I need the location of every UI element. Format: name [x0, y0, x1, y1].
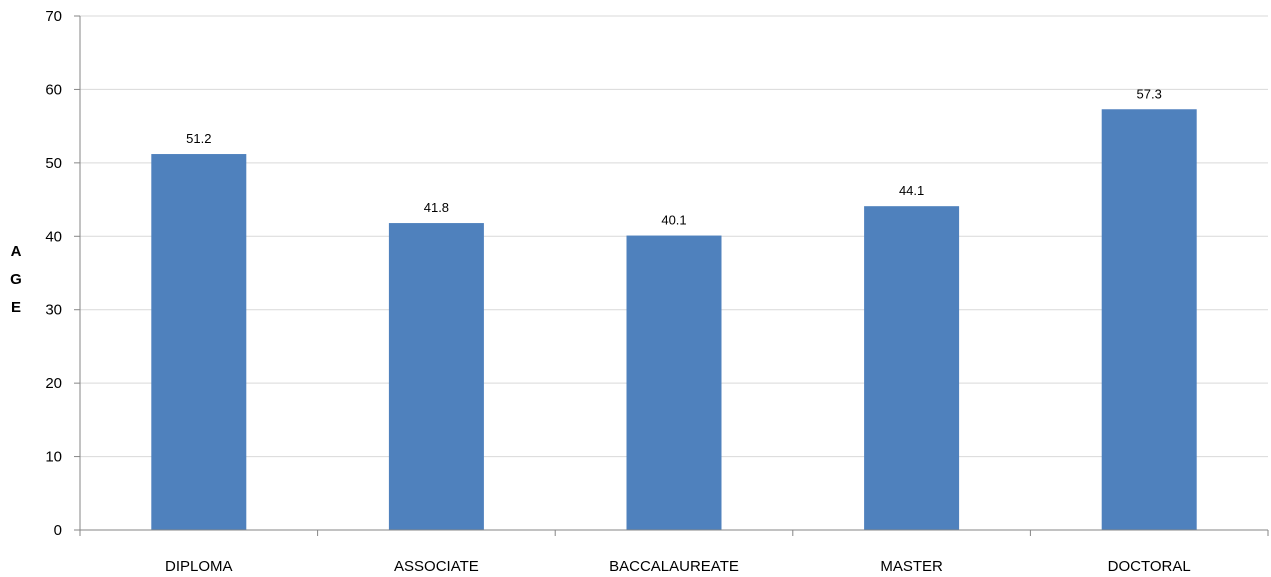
data-label: 41.8	[424, 200, 449, 215]
bar-associate	[388, 223, 484, 530]
y-tick-label: 30	[45, 302, 62, 319]
category-label: MASTER	[880, 558, 943, 575]
data-label: 40.1	[661, 213, 686, 228]
y-tick-label: 20	[45, 375, 62, 392]
category-labels: DIPLOMA ASSOCIATE BACCALAUREATE MASTER DOCTO…	[165, 558, 1191, 575]
y-tick-label: 50	[45, 155, 62, 172]
bar-master	[864, 206, 960, 530]
y-tick-label: 70	[45, 8, 62, 25]
y-axis-title: AGE	[10, 243, 22, 316]
y-axis-title-letter: A	[11, 243, 22, 260]
bars	[151, 109, 1197, 531]
category-label: DOCTORAL	[1108, 558, 1191, 575]
y-tick-label: 60	[45, 81, 62, 98]
bar-doctoral	[1101, 109, 1197, 531]
category-label: ASSOCIATE	[394, 558, 479, 575]
y-tick-label: 40	[45, 228, 62, 245]
y-axis-title-letter: G	[10, 271, 22, 288]
y-tick-labels: 0 10 20 30 40 50 60 70	[45, 8, 62, 539]
y-axis-title-letter: E	[11, 299, 21, 316]
data-label: 51.2	[186, 131, 211, 146]
category-label: BACCALAUREATE	[609, 558, 739, 575]
data-label: 44.1	[899, 183, 924, 198]
axes	[79, 16, 1268, 531]
bar-diploma	[151, 154, 247, 530]
bar-baccalaureate	[626, 235, 722, 530]
data-label: 57.3	[1137, 86, 1162, 101]
data-labels: 51.2 41.8 40.1 44.1 57.3	[186, 86, 1162, 227]
y-tick-label: 10	[45, 449, 62, 466]
y-tick-label: 0	[54, 522, 62, 539]
category-label: DIPLOMA	[165, 558, 233, 575]
